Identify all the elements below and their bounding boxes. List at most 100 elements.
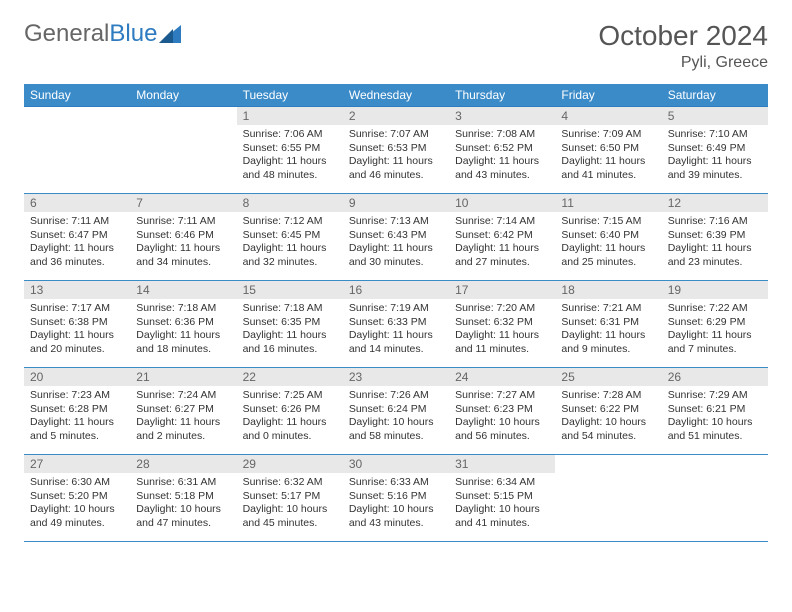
day-details: Sunrise: 7:18 AMSunset: 6:35 PMDaylight:…	[237, 299, 343, 360]
day-details: Sunrise: 7:17 AMSunset: 6:38 PMDaylight:…	[24, 299, 130, 360]
weekday-header: Thursday	[449, 84, 555, 107]
calendar-day: 24Sunrise: 7:27 AMSunset: 6:23 PMDayligh…	[449, 368, 555, 455]
calendar-day: 8Sunrise: 7:12 AMSunset: 6:45 PMDaylight…	[237, 194, 343, 281]
calendar-day: 4Sunrise: 7:09 AMSunset: 6:50 PMDaylight…	[555, 107, 661, 194]
day-number: 5	[662, 107, 768, 125]
day-details: Sunrise: 7:25 AMSunset: 6:26 PMDaylight:…	[237, 386, 343, 447]
calendar-day: 30Sunrise: 6:33 AMSunset: 5:16 PMDayligh…	[343, 455, 449, 542]
location: Pyli, Greece	[598, 54, 768, 72]
day-number: 30	[343, 455, 449, 473]
day-number: 2	[343, 107, 449, 125]
calendar-day: 11Sunrise: 7:15 AMSunset: 6:40 PMDayligh…	[555, 194, 661, 281]
day-number: 28	[130, 455, 236, 473]
day-number: 1	[237, 107, 343, 125]
calendar-day: 18Sunrise: 7:21 AMSunset: 6:31 PMDayligh…	[555, 281, 661, 368]
day-details: Sunrise: 7:09 AMSunset: 6:50 PMDaylight:…	[555, 125, 661, 186]
calendar-day: 10Sunrise: 7:14 AMSunset: 6:42 PMDayligh…	[449, 194, 555, 281]
day-details: Sunrise: 7:11 AMSunset: 6:47 PMDaylight:…	[24, 212, 130, 273]
day-number: 9	[343, 194, 449, 212]
day-number: 4	[555, 107, 661, 125]
day-number: 17	[449, 281, 555, 299]
day-details: Sunrise: 7:18 AMSunset: 6:36 PMDaylight:…	[130, 299, 236, 360]
calendar-row: 13Sunrise: 7:17 AMSunset: 6:38 PMDayligh…	[24, 281, 768, 368]
day-number: 16	[343, 281, 449, 299]
logo-text-blue: Blue	[109, 20, 157, 48]
calendar-day: 5Sunrise: 7:10 AMSunset: 6:49 PMDaylight…	[662, 107, 768, 194]
day-number: 8	[237, 194, 343, 212]
day-details: Sunrise: 6:30 AMSunset: 5:20 PMDaylight:…	[24, 473, 130, 534]
day-number: 18	[555, 281, 661, 299]
calendar-table: SundayMondayTuesdayWednesdayThursdayFrid…	[24, 84, 768, 542]
calendar-day: 21Sunrise: 7:24 AMSunset: 6:27 PMDayligh…	[130, 368, 236, 455]
weekday-header: Tuesday	[237, 84, 343, 107]
calendar-day: 26Sunrise: 7:29 AMSunset: 6:21 PMDayligh…	[662, 368, 768, 455]
calendar-empty	[24, 107, 130, 194]
day-number: 6	[24, 194, 130, 212]
day-details: Sunrise: 7:24 AMSunset: 6:27 PMDaylight:…	[130, 386, 236, 447]
day-details: Sunrise: 7:27 AMSunset: 6:23 PMDaylight:…	[449, 386, 555, 447]
day-details: Sunrise: 6:33 AMSunset: 5:16 PMDaylight:…	[343, 473, 449, 534]
day-details: Sunrise: 7:22 AMSunset: 6:29 PMDaylight:…	[662, 299, 768, 360]
calendar-row: 6Sunrise: 7:11 AMSunset: 6:47 PMDaylight…	[24, 194, 768, 281]
day-number: 20	[24, 368, 130, 386]
day-number: 29	[237, 455, 343, 473]
weekday-header: Sunday	[24, 84, 130, 107]
day-details: Sunrise: 7:14 AMSunset: 6:42 PMDaylight:…	[449, 212, 555, 273]
day-number: 21	[130, 368, 236, 386]
day-number: 19	[662, 281, 768, 299]
calendar-day: 23Sunrise: 7:26 AMSunset: 6:24 PMDayligh…	[343, 368, 449, 455]
calendar-day: 17Sunrise: 7:20 AMSunset: 6:32 PMDayligh…	[449, 281, 555, 368]
calendar-day: 9Sunrise: 7:13 AMSunset: 6:43 PMDaylight…	[343, 194, 449, 281]
day-details: Sunrise: 7:15 AMSunset: 6:40 PMDaylight:…	[555, 212, 661, 273]
logo-text-general: General	[24, 20, 109, 48]
day-number: 13	[24, 281, 130, 299]
day-details: Sunrise: 7:07 AMSunset: 6:53 PMDaylight:…	[343, 125, 449, 186]
month-title: October 2024	[598, 20, 768, 52]
calendar-day: 12Sunrise: 7:16 AMSunset: 6:39 PMDayligh…	[662, 194, 768, 281]
calendar-day: 14Sunrise: 7:18 AMSunset: 6:36 PMDayligh…	[130, 281, 236, 368]
calendar-day: 1Sunrise: 7:06 AMSunset: 6:55 PMDaylight…	[237, 107, 343, 194]
calendar-day: 27Sunrise: 6:30 AMSunset: 5:20 PMDayligh…	[24, 455, 130, 542]
day-number: 22	[237, 368, 343, 386]
day-details: Sunrise: 7:28 AMSunset: 6:22 PMDaylight:…	[555, 386, 661, 447]
calendar-row: 1Sunrise: 7:06 AMSunset: 6:55 PMDaylight…	[24, 107, 768, 194]
day-details: Sunrise: 7:20 AMSunset: 6:32 PMDaylight:…	[449, 299, 555, 360]
day-number: 24	[449, 368, 555, 386]
day-number: 3	[449, 107, 555, 125]
day-details: Sunrise: 7:23 AMSunset: 6:28 PMDaylight:…	[24, 386, 130, 447]
day-details: Sunrise: 7:26 AMSunset: 6:24 PMDaylight:…	[343, 386, 449, 447]
calendar-empty	[662, 455, 768, 542]
calendar-day: 15Sunrise: 7:18 AMSunset: 6:35 PMDayligh…	[237, 281, 343, 368]
day-number: 12	[662, 194, 768, 212]
day-details: Sunrise: 7:29 AMSunset: 6:21 PMDaylight:…	[662, 386, 768, 447]
day-number: 31	[449, 455, 555, 473]
calendar-empty	[130, 107, 236, 194]
weekday-header: Friday	[555, 84, 661, 107]
day-number: 7	[130, 194, 236, 212]
calendar-day: 20Sunrise: 7:23 AMSunset: 6:28 PMDayligh…	[24, 368, 130, 455]
day-details: Sunrise: 7:12 AMSunset: 6:45 PMDaylight:…	[237, 212, 343, 273]
weekday-header-row: SundayMondayTuesdayWednesdayThursdayFrid…	[24, 84, 768, 107]
logo-sail-icon	[159, 25, 181, 43]
day-number: 14	[130, 281, 236, 299]
calendar-day: 29Sunrise: 6:32 AMSunset: 5:17 PMDayligh…	[237, 455, 343, 542]
calendar-body: 1Sunrise: 7:06 AMSunset: 6:55 PMDaylight…	[24, 107, 768, 542]
day-details: Sunrise: 7:16 AMSunset: 6:39 PMDaylight:…	[662, 212, 768, 273]
day-details: Sunrise: 7:10 AMSunset: 6:49 PMDaylight:…	[662, 125, 768, 186]
calendar-day: 6Sunrise: 7:11 AMSunset: 6:47 PMDaylight…	[24, 194, 130, 281]
calendar-day: 16Sunrise: 7:19 AMSunset: 6:33 PMDayligh…	[343, 281, 449, 368]
day-details: Sunrise: 6:31 AMSunset: 5:18 PMDaylight:…	[130, 473, 236, 534]
calendar-day: 2Sunrise: 7:07 AMSunset: 6:53 PMDaylight…	[343, 107, 449, 194]
calendar-day: 31Sunrise: 6:34 AMSunset: 5:15 PMDayligh…	[449, 455, 555, 542]
day-details: Sunrise: 7:06 AMSunset: 6:55 PMDaylight:…	[237, 125, 343, 186]
day-number: 15	[237, 281, 343, 299]
calendar-day: 19Sunrise: 7:22 AMSunset: 6:29 PMDayligh…	[662, 281, 768, 368]
day-details: Sunrise: 7:13 AMSunset: 6:43 PMDaylight:…	[343, 212, 449, 273]
day-details: Sunrise: 6:34 AMSunset: 5:15 PMDaylight:…	[449, 473, 555, 534]
calendar-day: 13Sunrise: 7:17 AMSunset: 6:38 PMDayligh…	[24, 281, 130, 368]
calendar-row: 27Sunrise: 6:30 AMSunset: 5:20 PMDayligh…	[24, 455, 768, 542]
calendar-day: 25Sunrise: 7:28 AMSunset: 6:22 PMDayligh…	[555, 368, 661, 455]
day-number: 11	[555, 194, 661, 212]
title-block: October 2024 Pyli, Greece	[598, 20, 768, 72]
day-number: 23	[343, 368, 449, 386]
